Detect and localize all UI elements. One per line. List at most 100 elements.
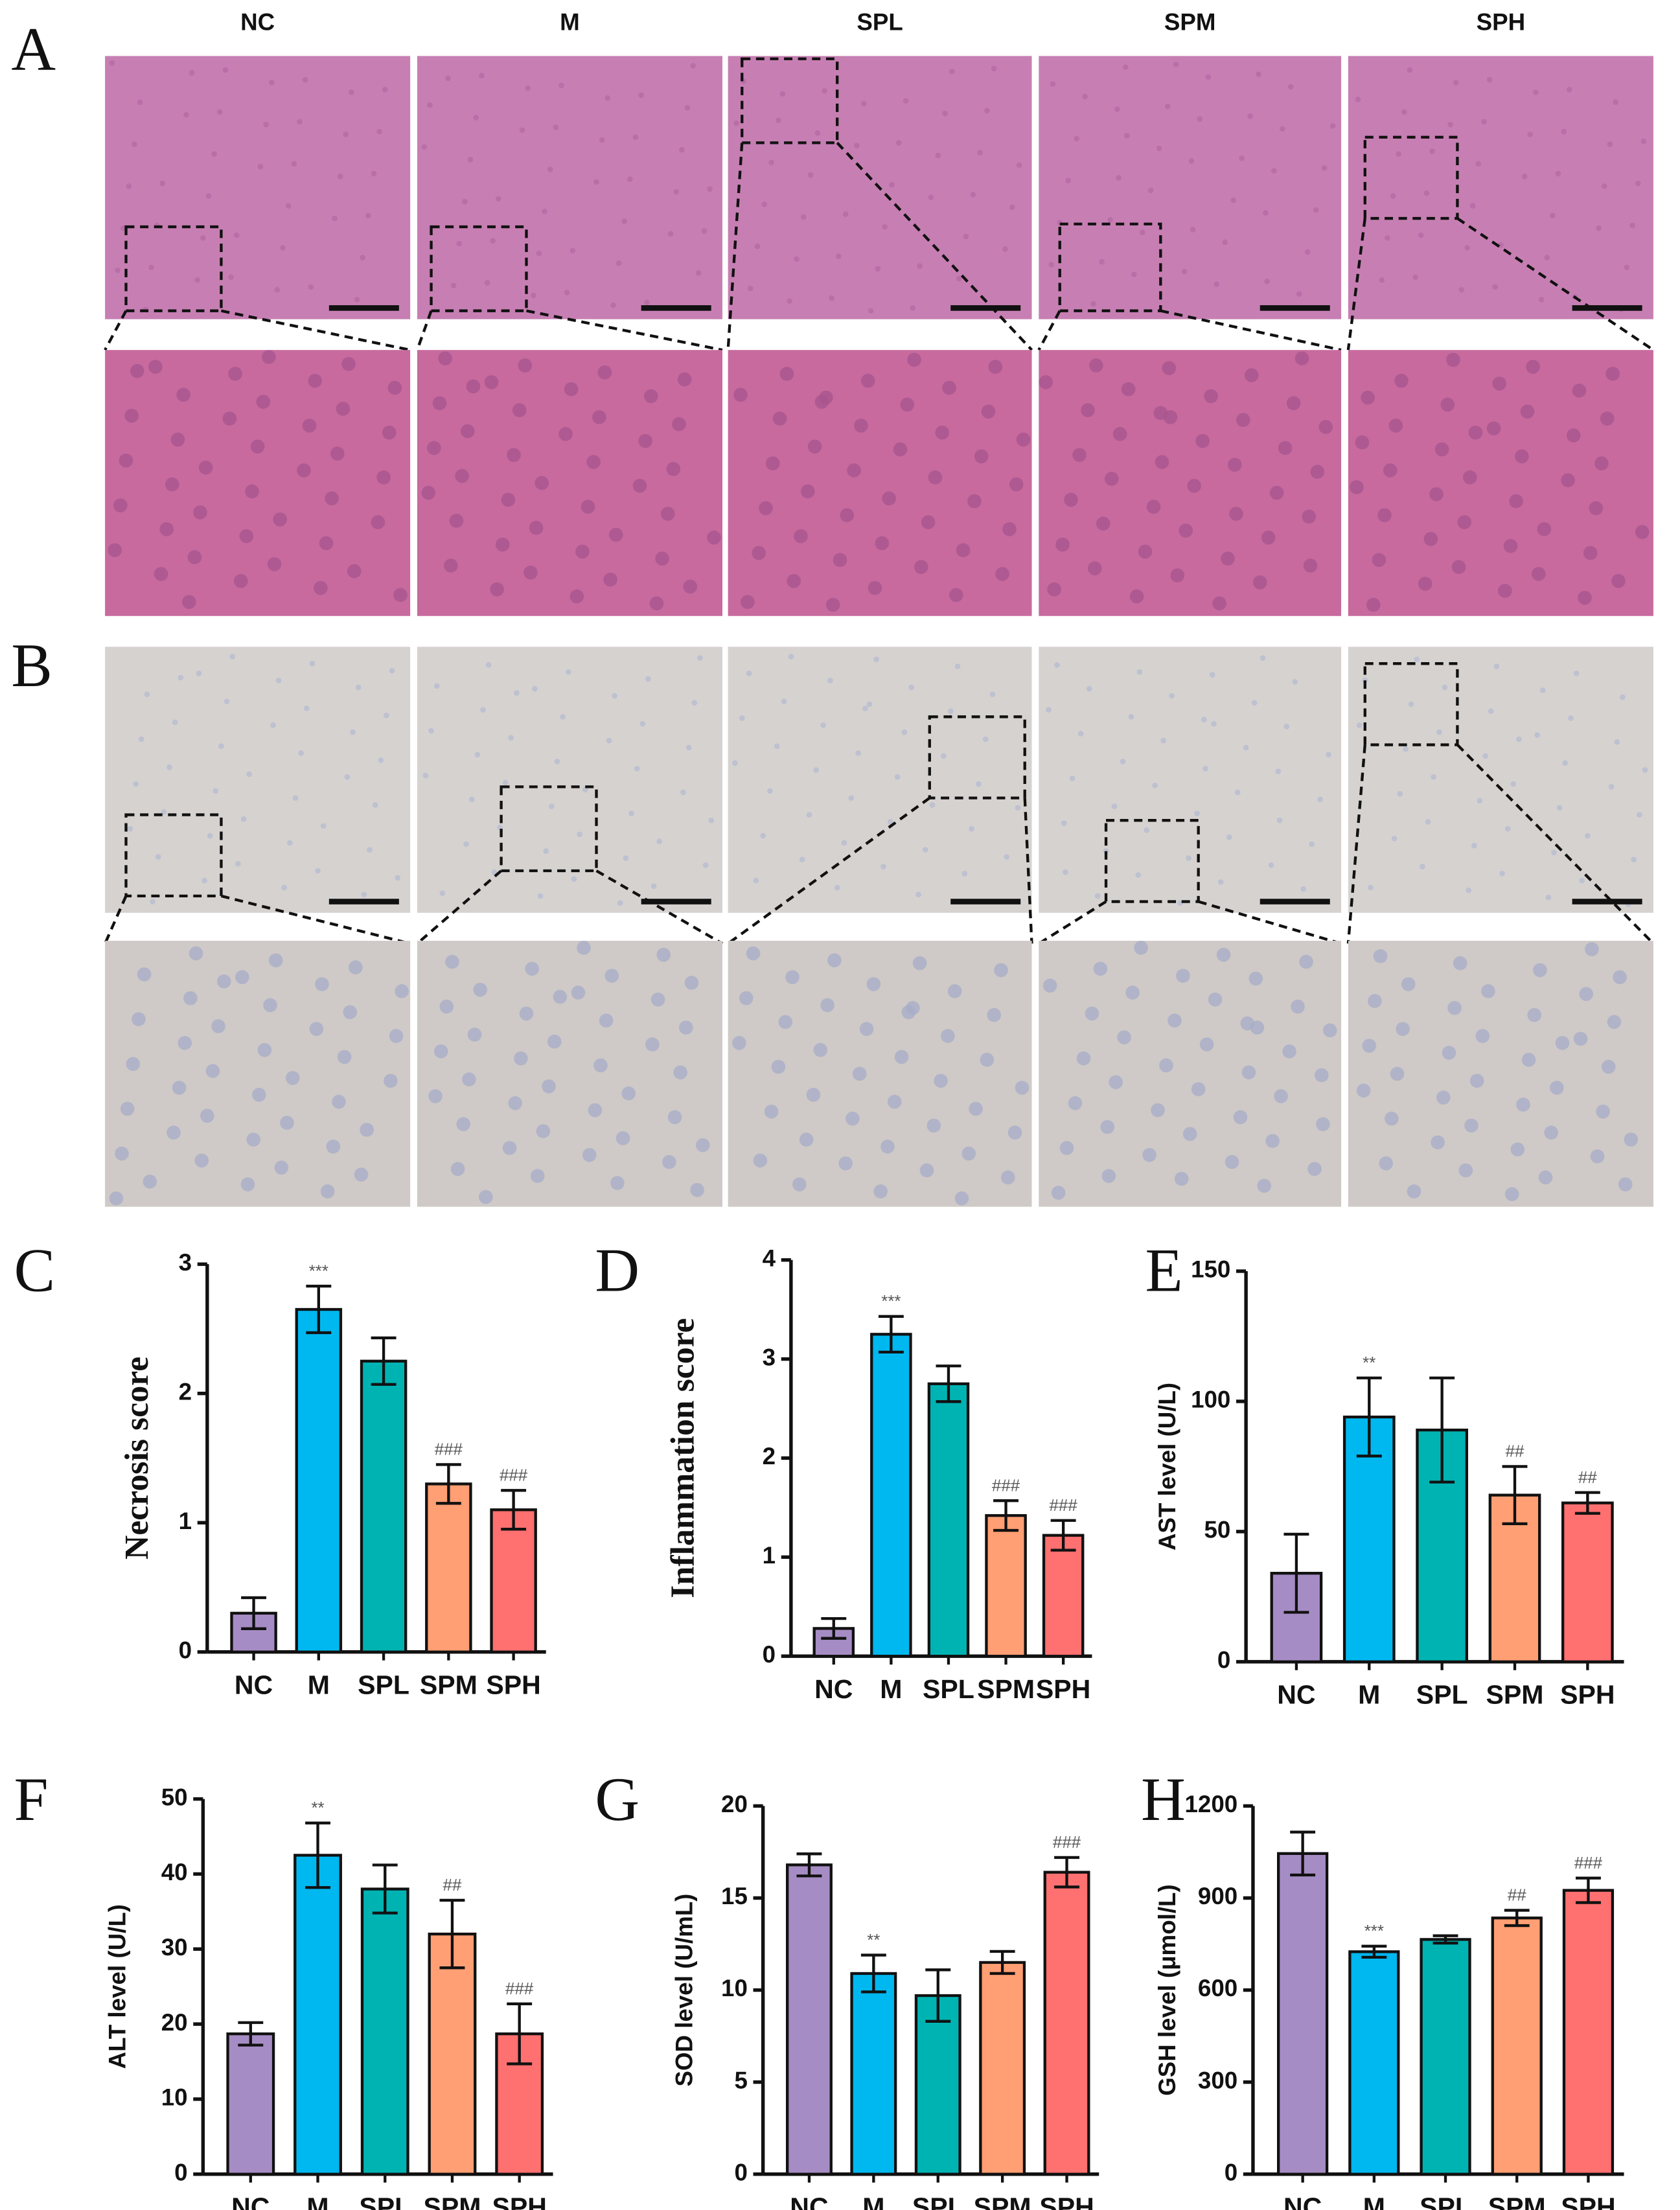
error-bar [501,1489,527,1531]
nucleus [1074,135,1079,142]
scale-bar [328,305,399,311]
nucleus [1252,575,1267,590]
column-label: M [560,8,580,35]
nucleus [667,231,674,237]
nucleus [1431,774,1436,780]
nucleus [887,1094,902,1109]
zoom-line [1037,310,1061,351]
nucleus [178,674,184,681]
nucleus [679,146,685,153]
nucleus [1120,759,1126,765]
nucleus [198,460,213,475]
nucleus [1446,352,1460,367]
nucleus [450,1162,465,1177]
y-axis-label: AST level (U/L) [1154,1383,1180,1550]
nucleus [302,76,308,83]
nucleus [1310,465,1325,479]
nucleus [702,862,709,868]
y-tick-label: 0 [1225,2159,1237,2185]
nucleus [834,884,840,891]
zoom-line [415,310,433,351]
nucleus [350,729,356,735]
nucleus [947,984,962,998]
nucleus [1538,297,1545,303]
nucleus [480,707,486,713]
nucleus [1601,1059,1616,1074]
nucleus [1318,420,1333,434]
nucleus [536,250,542,257]
y-tick-label: 15 [721,1883,748,1909]
y-axis-label: SOD level (U/mL) [671,1894,698,2087]
nucleus [1498,584,1512,598]
nucleus [667,1110,682,1125]
column-label: SPM [1164,8,1216,35]
nucleus [1579,877,1585,884]
nucleus [690,63,696,69]
x-tick-label: SPH [492,2193,546,2210]
zoom-line [526,309,723,352]
nucleus [1442,1046,1456,1060]
significance: ### [505,1980,534,1998]
nucleus [1544,1125,1558,1140]
nucleus [113,498,128,512]
nucleus [1094,893,1101,899]
nucleus [841,840,847,846]
nucleus [1531,567,1546,581]
error-bar [989,1950,1015,1975]
nucleus [929,802,936,808]
nucleus [1475,1029,1490,1043]
nucleus [739,991,754,1006]
bar [1043,1870,1090,2176]
nucleus [137,967,152,982]
nucleus [281,884,287,891]
nucleus [914,560,928,574]
nucleus [616,260,622,266]
nucleus [764,1104,779,1119]
nucleus [760,833,766,839]
x-tick-label: M [308,1670,330,1700]
nucleus [1534,732,1540,738]
nucleus [1142,1147,1156,1162]
x-tick-label: SPL [1420,2193,1471,2210]
y-tick-label: 0 [763,1641,776,1668]
nucleus [378,757,384,763]
nucleus [908,684,915,691]
nucleus [840,508,855,522]
nucleus [570,589,584,604]
nucleus [1128,713,1134,720]
nucleus [263,121,269,128]
nucleus [1055,537,1070,552]
micrograph [105,350,411,616]
nucleus [205,1064,220,1078]
nucleus [1121,382,1136,397]
nucleus [194,277,201,283]
nucleus [280,1116,294,1130]
nucleus [337,1050,352,1065]
nucleus [866,701,873,708]
nucleus [1292,678,1298,685]
nucleus [1096,516,1110,531]
nucleus [1065,178,1072,184]
nucleus [1516,736,1522,742]
nucleus [690,1182,704,1197]
nucleus [115,1146,129,1161]
zoom-line [1456,744,1655,945]
nucleus [610,1176,625,1190]
nucleus [1407,1184,1421,1199]
nucleus [732,1035,746,1050]
panel-letter: E [1145,1236,1183,1304]
nucleus [120,1101,135,1116]
nucleus [961,1146,976,1161]
nucleus [1304,249,1311,255]
nucleus [570,247,576,254]
nucleus [638,433,652,448]
panel-letter: G [595,1765,639,1834]
nucleus [1600,411,1615,426]
nucleus [926,1118,941,1133]
nucleus [969,1101,983,1116]
nucleus [1613,99,1618,106]
panel-letter: C [14,1236,55,1304]
nucleus [1241,1065,1256,1079]
x-tick-label: SPL [912,2193,964,2210]
nucleus [336,402,351,416]
